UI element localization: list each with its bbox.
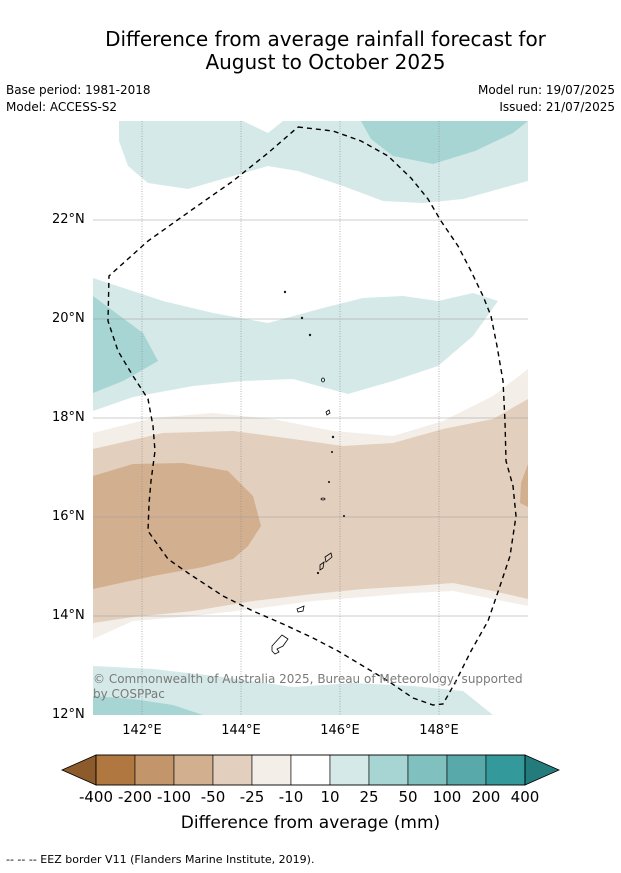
colorbar-label: -10 xyxy=(278,788,304,806)
island-outlines xyxy=(271,290,345,655)
colorbar-label: 200 xyxy=(471,788,501,806)
model-text: Model: ACCESS-S2 xyxy=(6,100,118,114)
colorbar-label: -25 xyxy=(239,788,265,806)
colorbar-label: -50 xyxy=(200,788,226,806)
colorbar-label: 100 xyxy=(432,788,462,806)
colorbar-cell xyxy=(329,754,370,786)
lon-tick-142e: 142°E xyxy=(122,723,162,738)
lat-tick-20n: 20°N xyxy=(52,311,85,326)
lat-tick-16n: 16°N xyxy=(52,509,85,524)
title-line-2: August to October 2025 xyxy=(205,50,446,74)
eez-footnote: -- -- -- EEZ border V11 (Flanders Marine… xyxy=(6,853,315,866)
eez-border xyxy=(107,126,517,706)
meta-left: Base period: 1981-2018 Model: ACCESS-S2 xyxy=(6,82,151,116)
lat-tick-22n: 22°N xyxy=(52,212,85,227)
lon-tick-148e: 148°E xyxy=(419,723,459,738)
colorbar-cell xyxy=(368,754,409,786)
lat-tick-18n: 18°N xyxy=(52,410,85,425)
map-title: Difference from average rainfall forecas… xyxy=(0,28,621,74)
issued-text: Issued: 21/07/2025 xyxy=(499,100,615,114)
lon-tick-146e: 146°E xyxy=(320,723,360,738)
colorbar-label: 50 xyxy=(398,788,418,806)
colorbar-label: -400 xyxy=(78,788,114,806)
meta-right: Model run: 19/07/2025 Issued: 21/07/2025 xyxy=(478,82,615,116)
colorbar-label: 25 xyxy=(359,788,379,806)
colorbar-cell xyxy=(446,754,487,786)
colorbar-label: 400 xyxy=(510,788,540,806)
colorbar-cell xyxy=(485,754,526,786)
colorbar-label: 10 xyxy=(320,788,340,806)
wet-medium-patch-south xyxy=(93,696,203,715)
colorbar-extend-low xyxy=(61,754,97,786)
lat-tick-12n: 12°N xyxy=(52,707,85,722)
copyright-notice: © Commonwealth of Australia 2025, Bureau… xyxy=(93,672,523,701)
colorbar-extend-high xyxy=(524,754,560,786)
colorbar-label: -200 xyxy=(117,788,153,806)
colorbar-cell xyxy=(212,754,253,786)
legend-title: Difference from average (mm) xyxy=(180,813,441,833)
colorbar-cell xyxy=(290,754,331,786)
colorbar-cell xyxy=(173,754,214,786)
lon-tick-144e: 144°E xyxy=(221,723,261,738)
forecast-map xyxy=(93,121,528,715)
dry-medium-patch-west xyxy=(93,463,261,589)
colorbar-cell xyxy=(407,754,448,786)
colorbar-label: -100 xyxy=(156,788,192,806)
wet-light-patch-south xyxy=(93,666,493,715)
model-run-text: Model run: 19/07/2025 xyxy=(477,83,615,97)
wet-light-band-20n xyxy=(93,278,498,411)
colorbar-cell xyxy=(134,754,175,786)
colorbar xyxy=(61,754,560,786)
base-period-text: Base period: 1981-2018 xyxy=(6,83,151,97)
wet-medium-patch-north xyxy=(361,121,528,164)
colorbar-cell xyxy=(251,754,292,786)
title-line-1: Difference from average rainfall forecas… xyxy=(105,27,546,51)
colorbar-cell xyxy=(95,754,136,786)
lat-tick-14n: 14°N xyxy=(52,608,85,623)
dry-medium-patch-east xyxy=(520,464,528,507)
